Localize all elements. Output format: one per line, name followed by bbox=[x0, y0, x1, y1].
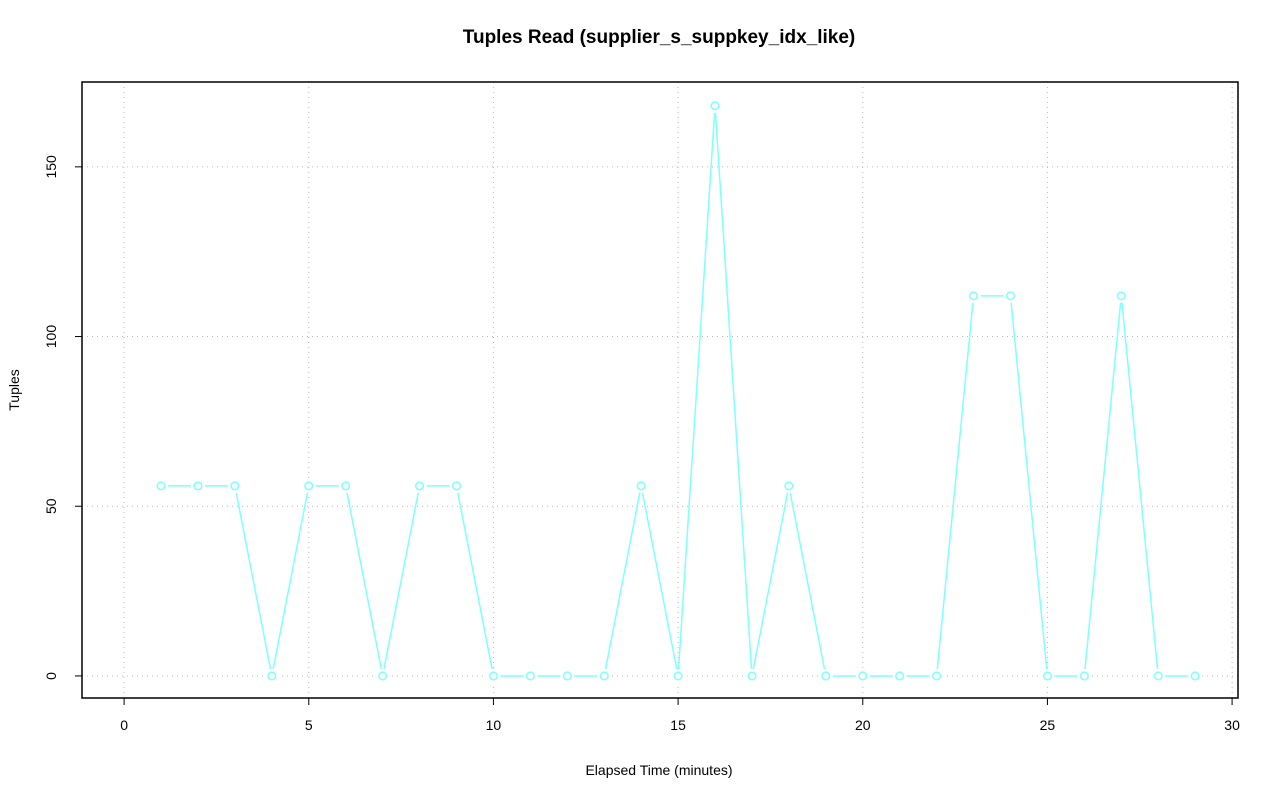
data-point bbox=[378, 671, 388, 681]
data-point bbox=[341, 481, 351, 491]
x-tick-label: 10 bbox=[486, 717, 502, 733]
data-point bbox=[747, 671, 757, 681]
plot-frame bbox=[81, 81, 1239, 699]
data-point bbox=[525, 671, 535, 681]
x-tick-label: 30 bbox=[1224, 717, 1240, 733]
data-point bbox=[562, 671, 572, 681]
data-point bbox=[710, 101, 720, 111]
y-tick-label: 100 bbox=[43, 325, 59, 349]
data-point bbox=[821, 671, 831, 681]
y-axis-title: Tuples bbox=[6, 369, 22, 411]
x-tick-label: 15 bbox=[670, 717, 686, 733]
data-point bbox=[636, 481, 646, 491]
x-tick-label: 20 bbox=[855, 717, 871, 733]
y-tick-label: 0 bbox=[43, 672, 59, 680]
data-point bbox=[415, 481, 425, 491]
data-point bbox=[230, 481, 240, 491]
x-tick-label: 25 bbox=[1040, 717, 1056, 733]
chart-title: Tuples Read (supplier_s_suppkey_idx_like… bbox=[463, 27, 855, 48]
x-tick-label: 0 bbox=[120, 717, 128, 733]
data-point bbox=[1005, 291, 1016, 301]
data-point bbox=[267, 671, 277, 681]
x-axis-title: Elapsed Time (minutes) bbox=[585, 762, 732, 778]
data-point bbox=[858, 671, 868, 681]
data-point bbox=[193, 481, 203, 491]
data-point bbox=[1079, 671, 1089, 681]
data-point bbox=[451, 481, 462, 491]
data-point bbox=[784, 481, 794, 491]
data-point bbox=[304, 481, 314, 491]
data-point bbox=[156, 481, 166, 491]
data-point bbox=[1116, 291, 1126, 301]
data-point bbox=[488, 671, 498, 681]
data-point bbox=[599, 671, 609, 681]
series-line bbox=[161, 105, 1196, 677]
y-tick-label: 150 bbox=[43, 155, 59, 179]
data-point bbox=[969, 291, 979, 301]
x-tick-label: 5 bbox=[305, 717, 313, 733]
data-point bbox=[1042, 671, 1052, 681]
data-point bbox=[1153, 671, 1163, 681]
data-point bbox=[895, 671, 905, 681]
data-point bbox=[932, 671, 942, 681]
y-tick-label: 50 bbox=[43, 498, 59, 514]
data-point bbox=[1190, 671, 1200, 681]
data-point bbox=[673, 671, 683, 681]
